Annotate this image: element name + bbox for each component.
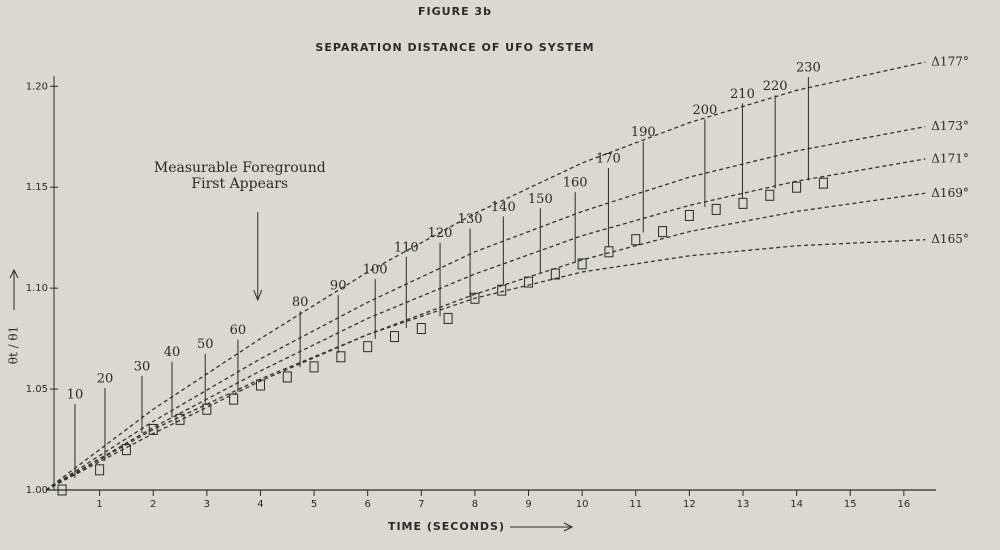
measurement bbox=[497, 284, 507, 296]
measurement bbox=[711, 203, 721, 215]
legend-label: Δ177° bbox=[931, 55, 969, 69]
frame-label: 100 bbox=[363, 262, 388, 277]
measurement bbox=[363, 341, 373, 353]
measurement bbox=[604, 246, 614, 258]
measurement bbox=[443, 312, 453, 324]
chart-title: FIGURE 3b bbox=[418, 5, 492, 18]
curve bbox=[45, 158, 926, 491]
curve bbox=[45, 239, 926, 491]
x-label-arrow bbox=[510, 522, 574, 532]
x-tick-label: 7 bbox=[418, 499, 424, 510]
curve bbox=[45, 126, 926, 491]
measurement bbox=[792, 181, 802, 193]
measurement bbox=[148, 423, 158, 435]
x-tick-label: 4 bbox=[257, 499, 263, 510]
measurement bbox=[309, 361, 319, 373]
measurement bbox=[738, 197, 748, 209]
frame-label: 90 bbox=[330, 279, 347, 294]
x-tick-label: 12 bbox=[683, 499, 696, 510]
y-tick-label: 1.10 bbox=[26, 283, 48, 294]
annotation-arrow bbox=[253, 212, 263, 302]
measurement bbox=[416, 323, 426, 335]
measurement bbox=[818, 177, 828, 189]
y-tick-label: 1.15 bbox=[26, 182, 48, 193]
frame-label: 80 bbox=[292, 295, 309, 310]
frame-label: 30 bbox=[134, 359, 151, 374]
frame-label: 150 bbox=[528, 192, 553, 207]
curve bbox=[45, 192, 926, 491]
x-tick-label: 11 bbox=[629, 499, 642, 510]
measurement bbox=[95, 464, 105, 476]
measurement bbox=[524, 276, 534, 288]
y-tick-label: 1.20 bbox=[26, 81, 48, 92]
frame-label: 220 bbox=[763, 79, 788, 94]
frame-label: 120 bbox=[428, 226, 453, 241]
measurement bbox=[550, 268, 560, 280]
measurement bbox=[389, 331, 399, 343]
annotation: Measurable Foreground bbox=[154, 160, 326, 176]
x-tick-label: 5 bbox=[311, 499, 317, 510]
measurement bbox=[684, 209, 694, 221]
frame-label: 140 bbox=[491, 200, 516, 215]
measurement bbox=[282, 371, 292, 383]
x-tick-label: 8 bbox=[472, 499, 478, 510]
frame-label: 110 bbox=[394, 240, 419, 255]
x-tick-label: 14 bbox=[790, 499, 803, 510]
measurement bbox=[631, 234, 641, 246]
measurement bbox=[255, 379, 265, 391]
measurement bbox=[175, 413, 185, 425]
chart-subtitle: SEPARATION DISTANCE OF UFO SYSTEM bbox=[315, 41, 594, 54]
x-tick-label: 15 bbox=[844, 499, 857, 510]
measurement bbox=[57, 484, 67, 496]
x-tick-label: 10 bbox=[576, 499, 589, 510]
frame-label: 10 bbox=[67, 388, 84, 403]
measurement bbox=[765, 189, 775, 201]
legend-label: Δ171° bbox=[931, 151, 969, 165]
frame-label: 210 bbox=[730, 87, 755, 102]
legend-label: Δ173° bbox=[931, 119, 969, 133]
frame-label: 130 bbox=[458, 212, 483, 227]
legend-label: Δ169° bbox=[931, 186, 969, 200]
measurement bbox=[470, 292, 480, 304]
y-tick-label: 1.00 bbox=[26, 485, 48, 496]
measurement bbox=[577, 258, 587, 270]
frame-label: 160 bbox=[563, 176, 588, 191]
x-tick-label: 13 bbox=[737, 499, 750, 510]
x-tick-label: 9 bbox=[525, 499, 531, 510]
y-axis-label: θt / θ1 bbox=[7, 326, 21, 365]
x-axis-label: TIME (SECONDS) bbox=[388, 520, 505, 533]
legend-label: Δ165° bbox=[931, 232, 969, 246]
frame-label: 230 bbox=[796, 61, 821, 76]
x-tick-label: 16 bbox=[897, 499, 910, 510]
frame-label: 190 bbox=[631, 125, 656, 140]
measurement bbox=[336, 351, 346, 363]
curve bbox=[45, 61, 926, 491]
y-label-arrow bbox=[9, 268, 19, 310]
x-tick-label: 2 bbox=[150, 499, 156, 510]
measurement bbox=[202, 403, 212, 415]
measurement bbox=[121, 444, 131, 456]
frame-label: 170 bbox=[596, 151, 621, 166]
frame-label: 50 bbox=[197, 337, 214, 352]
x-tick-label: 6 bbox=[364, 499, 370, 510]
annotation: First Appears bbox=[191, 176, 288, 192]
frame-label: 40 bbox=[164, 345, 181, 360]
x-tick-label: 3 bbox=[204, 499, 210, 510]
frame-label: 60 bbox=[230, 323, 247, 338]
frame-label: 200 bbox=[693, 103, 718, 118]
y-tick-label: 1.05 bbox=[26, 384, 48, 395]
measurement bbox=[229, 393, 239, 405]
frame-label: 20 bbox=[97, 371, 114, 386]
measurement bbox=[658, 226, 668, 238]
x-tick-label: 1 bbox=[96, 499, 102, 510]
